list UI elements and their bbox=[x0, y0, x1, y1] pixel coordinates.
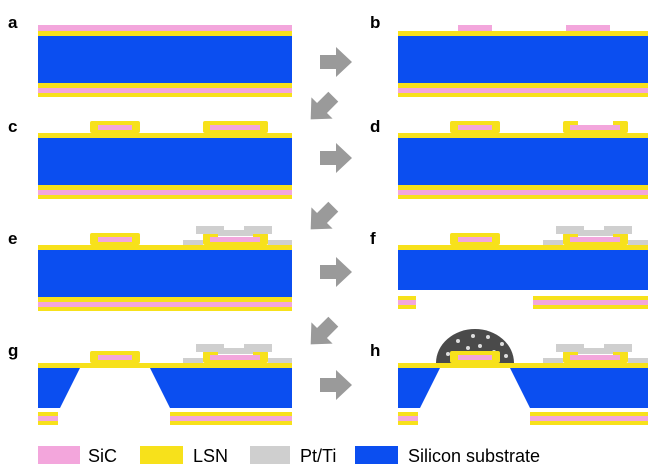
panel-label: g bbox=[8, 341, 18, 360]
legend: SiC LSN Pt/Ti Silicon substrate bbox=[38, 446, 540, 466]
panel-f bbox=[398, 226, 648, 309]
panel-label: h bbox=[370, 341, 380, 360]
panel-label: f bbox=[370, 229, 376, 248]
arrows bbox=[300, 47, 352, 400]
legend-swatch bbox=[140, 446, 183, 464]
legend-label: LSN bbox=[193, 446, 228, 466]
panel-label: e bbox=[8, 229, 17, 248]
panel-e bbox=[38, 226, 292, 311]
panel-b bbox=[398, 25, 648, 97]
legend-swatch bbox=[355, 446, 398, 464]
panel-label: d bbox=[370, 117, 380, 136]
legend-swatch bbox=[250, 446, 290, 464]
legend-label: SiC bbox=[88, 446, 117, 466]
legend-swatch bbox=[38, 446, 80, 464]
legend-label: Silicon substrate bbox=[408, 446, 540, 466]
panel-label: b bbox=[370, 13, 380, 32]
panel-a bbox=[38, 25, 292, 97]
panel-label: c bbox=[8, 117, 17, 136]
panel-label: a bbox=[8, 13, 18, 32]
panel-c bbox=[38, 121, 292, 199]
panel-h bbox=[398, 329, 648, 425]
legend-label: Pt/Ti bbox=[300, 446, 336, 466]
process-diagram: a b c d e f g h SiC LSN Pt/Ti Silicon su… bbox=[0, 0, 648, 466]
panel-g bbox=[38, 344, 424, 425]
panel-d bbox=[398, 121, 648, 199]
